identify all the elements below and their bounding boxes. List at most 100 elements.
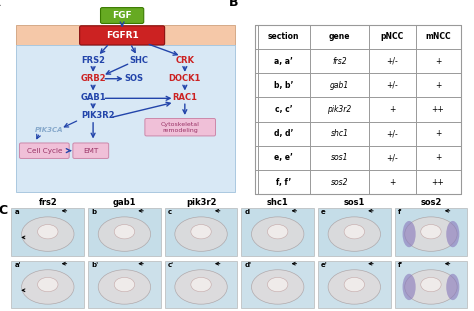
Text: b': b' bbox=[91, 262, 98, 268]
Text: +/-: +/- bbox=[386, 57, 398, 66]
Text: +: + bbox=[389, 105, 396, 114]
Text: +/-: +/- bbox=[386, 81, 398, 90]
Text: a, a’: a, a’ bbox=[274, 57, 293, 66]
Text: f: f bbox=[398, 209, 401, 215]
Text: pik3r2: pik3r2 bbox=[186, 198, 216, 207]
FancyBboxPatch shape bbox=[73, 143, 109, 159]
Ellipse shape bbox=[175, 217, 227, 251]
Text: SOS: SOS bbox=[124, 74, 143, 83]
Text: sos2: sos2 bbox=[331, 178, 348, 187]
Text: +: + bbox=[435, 81, 441, 90]
Text: sos1: sos1 bbox=[344, 198, 365, 207]
Text: SHC: SHC bbox=[129, 56, 148, 65]
Bar bbox=[11, 261, 84, 309]
Text: +: + bbox=[435, 153, 441, 162]
FancyBboxPatch shape bbox=[100, 7, 144, 23]
Text: c': c' bbox=[168, 262, 174, 268]
Text: FRS2: FRS2 bbox=[81, 56, 105, 65]
Ellipse shape bbox=[175, 270, 227, 304]
Bar bbox=[17, 25, 235, 45]
FancyBboxPatch shape bbox=[19, 143, 69, 159]
Text: C: C bbox=[0, 204, 7, 217]
Text: shc1: shc1 bbox=[330, 129, 348, 138]
Ellipse shape bbox=[191, 225, 211, 239]
Text: sos2: sos2 bbox=[420, 198, 442, 207]
Text: mNCC: mNCC bbox=[425, 32, 451, 41]
Bar bbox=[394, 261, 467, 309]
Text: d: d bbox=[245, 209, 249, 215]
Ellipse shape bbox=[114, 277, 135, 292]
Bar bbox=[241, 208, 314, 256]
Ellipse shape bbox=[328, 217, 381, 251]
Text: sos1: sos1 bbox=[331, 153, 348, 162]
Text: GAB1: GAB1 bbox=[80, 93, 106, 102]
Ellipse shape bbox=[405, 217, 457, 251]
Text: e': e' bbox=[321, 262, 328, 268]
Ellipse shape bbox=[405, 270, 457, 304]
Text: gab1: gab1 bbox=[330, 81, 349, 90]
Text: e, e’: e, e’ bbox=[274, 153, 293, 162]
Text: +/-: +/- bbox=[386, 153, 398, 162]
Text: PIK3R2: PIK3R2 bbox=[81, 111, 115, 120]
Text: ++: ++ bbox=[432, 178, 445, 187]
Text: gab1: gab1 bbox=[113, 198, 136, 207]
Text: +/-: +/- bbox=[386, 129, 398, 138]
Text: frs2: frs2 bbox=[38, 198, 57, 207]
Text: f, f’: f, f’ bbox=[276, 178, 292, 187]
Text: shc1: shc1 bbox=[267, 198, 289, 207]
Text: Cell Cycle: Cell Cycle bbox=[27, 148, 62, 154]
Text: frs2: frs2 bbox=[332, 57, 347, 66]
Text: RAC1: RAC1 bbox=[173, 93, 197, 102]
Bar bbox=[88, 261, 161, 309]
Bar bbox=[318, 208, 391, 256]
Text: d': d' bbox=[245, 262, 252, 268]
Ellipse shape bbox=[446, 221, 459, 247]
Text: section: section bbox=[268, 32, 300, 41]
Text: f': f' bbox=[398, 262, 403, 268]
Bar bbox=[318, 261, 391, 309]
Ellipse shape bbox=[267, 225, 288, 239]
Text: FGFR1: FGFR1 bbox=[106, 31, 138, 40]
Text: e: e bbox=[321, 209, 326, 215]
Ellipse shape bbox=[446, 274, 459, 300]
Bar bbox=[241, 261, 314, 309]
Bar bbox=[394, 208, 467, 256]
Ellipse shape bbox=[421, 277, 441, 292]
Ellipse shape bbox=[344, 225, 365, 239]
Ellipse shape bbox=[37, 277, 58, 292]
Bar bbox=[11, 208, 84, 256]
Text: GRB2: GRB2 bbox=[80, 74, 106, 83]
Text: d, d’: d, d’ bbox=[274, 129, 293, 138]
Text: pNCC: pNCC bbox=[381, 32, 404, 41]
Bar bbox=[88, 208, 161, 256]
Text: Cytoskeletal
remodeling: Cytoskeletal remodeling bbox=[161, 122, 200, 133]
Ellipse shape bbox=[37, 225, 58, 239]
Ellipse shape bbox=[252, 217, 304, 251]
Ellipse shape bbox=[114, 225, 135, 239]
Text: b: b bbox=[91, 209, 96, 215]
FancyBboxPatch shape bbox=[80, 26, 164, 45]
Text: a': a' bbox=[15, 262, 21, 268]
Ellipse shape bbox=[22, 270, 74, 304]
Text: FGF: FGF bbox=[112, 11, 132, 20]
Ellipse shape bbox=[22, 217, 74, 251]
Text: +: + bbox=[435, 57, 441, 66]
Text: ++: ++ bbox=[432, 105, 445, 114]
Bar bbox=[164, 208, 237, 256]
Bar bbox=[17, 45, 235, 192]
Text: +: + bbox=[435, 129, 441, 138]
Text: c: c bbox=[168, 209, 172, 215]
Ellipse shape bbox=[267, 277, 288, 292]
Ellipse shape bbox=[252, 270, 304, 304]
Ellipse shape bbox=[402, 221, 416, 247]
Ellipse shape bbox=[344, 277, 365, 292]
Text: B: B bbox=[228, 0, 238, 9]
Text: c, c’: c, c’ bbox=[275, 105, 292, 114]
Text: CRK: CRK bbox=[175, 56, 194, 65]
Text: b, b’: b, b’ bbox=[274, 81, 293, 90]
Bar bbox=[255, 25, 462, 194]
Text: pik3r2: pik3r2 bbox=[328, 105, 352, 114]
Text: gene: gene bbox=[329, 32, 350, 41]
Ellipse shape bbox=[191, 277, 211, 292]
Bar bbox=[164, 261, 237, 309]
